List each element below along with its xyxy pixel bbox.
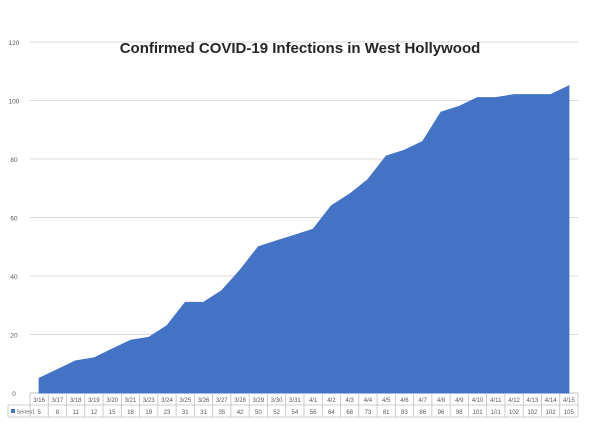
data-label: 23 [164, 410, 171, 416]
data-label: 102 [546, 410, 557, 416]
data-label: 73 [365, 410, 372, 416]
data-label: 12 [91, 410, 98, 416]
data-label: 18 [127, 410, 134, 416]
x-tick-label: 3/29 [252, 398, 264, 404]
data-label: 81 [383, 410, 390, 416]
x-tick-label: 4/1 [309, 398, 318, 404]
data-label: 105 [564, 410, 575, 416]
x-tick-label: 3/26 [198, 398, 210, 404]
data-label: 11 [73, 410, 80, 416]
data-label: 15 [109, 410, 116, 416]
x-tick-label: 4/5 [382, 398, 391, 404]
x-tick-label: 3/19 [88, 398, 100, 404]
data-label: 98 [456, 410, 463, 416]
legend-swatch [11, 409, 15, 413]
x-tick-label: 4/2 [327, 398, 336, 404]
x-tick-label: 4/6 [400, 398, 409, 404]
x-tick-label: 3/23 [143, 398, 155, 404]
data-label: 8 [56, 410, 60, 416]
x-tick-label: 3/21 [125, 398, 137, 404]
y-axis-tick-labels: 0 20 40 60 80 100 120 [9, 40, 20, 398]
y-tick-label: 0 [12, 391, 16, 398]
x-tick-label: 4/13 [526, 398, 538, 404]
data-label: 54 [292, 410, 299, 416]
x-tick-label: 4/7 [419, 398, 428, 404]
x-tick-label: 3/24 [161, 398, 173, 404]
x-tick-label: 3/31 [289, 398, 301, 404]
data-table: 3/16 5 3/17 8 3/18 11 3/19 12 3/20 15 3/21 18 3/23 19… [7, 393, 579, 418]
x-tick-label: 4/14 [545, 398, 557, 404]
data-label: 102 [509, 410, 520, 416]
x-tick-label: 4/10 [472, 398, 484, 404]
data-label: 19 [145, 410, 152, 416]
x-tick-label: 3/25 [179, 398, 191, 404]
y-tick-label: 100 [9, 99, 20, 106]
x-tick-label: 3/28 [234, 398, 246, 404]
x-tick-label: 4/11 [490, 398, 502, 404]
data-label: 101 [473, 410, 484, 416]
data-label: 96 [438, 410, 445, 416]
x-tick-label: 4/4 [364, 398, 373, 404]
data-label: 35 [218, 410, 225, 416]
x-tick-label: 4/12 [508, 398, 520, 404]
x-tick-label: 3/17 [52, 398, 64, 404]
data-label: 52 [273, 410, 280, 416]
data-label: 31 [200, 410, 207, 416]
data-label: 5 [37, 410, 41, 416]
data-label: 102 [527, 410, 538, 416]
data-label: 50 [255, 410, 262, 416]
data-label: 101 [491, 410, 502, 416]
data-label: 31 [182, 410, 189, 416]
series1-area [38, 85, 570, 394]
y-tick-label: 60 [10, 216, 18, 223]
x-tick-label: 4/8 [437, 398, 446, 404]
x-tick-label: 4/3 [345, 398, 354, 404]
y-tick-label: 80 [10, 157, 18, 164]
chart-title: Confirmed COVID-19 Infections in West Ho… [120, 40, 481, 57]
x-tick-label: 3/27 [216, 398, 228, 404]
y-tick-label: 20 [10, 333, 18, 340]
x-tick-label: 4/9 [455, 398, 464, 404]
x-tick-label: 3/20 [106, 398, 118, 404]
data-label: 42 [237, 410, 244, 416]
data-label: 64 [328, 410, 335, 416]
x-tick-label: 3/30 [271, 398, 283, 404]
data-label: 56 [310, 410, 317, 416]
legend-label: Series1 [17, 410, 36, 416]
x-tick-label: 3/16 [33, 398, 45, 404]
x-tick-label: 3/18 [70, 398, 82, 404]
y-tick-label: 120 [9, 40, 20, 47]
data-label: 86 [419, 410, 426, 416]
y-tick-label: 40 [10, 274, 18, 281]
x-tick-label: 4/15 [563, 398, 575, 404]
data-label: 83 [401, 410, 408, 416]
data-label: 68 [346, 410, 353, 416]
